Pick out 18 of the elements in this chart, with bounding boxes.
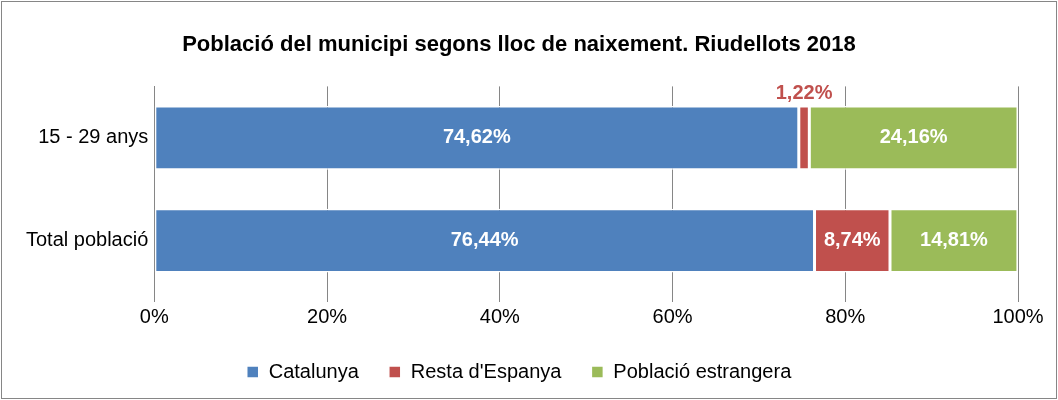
legend-label: Resta d'Espanya — [410, 359, 563, 382]
legend-label: Catalunya — [268, 359, 360, 382]
x-tick-label: 0% — [139, 304, 169, 327]
chart-title: Població del municipi segons lloc de naixement. Riudellots 2018 — [182, 31, 856, 57]
data-label: 8,74% — [823, 228, 881, 251]
x-tick-label: 60% — [652, 304, 693, 327]
x-tick-label: 40% — [479, 304, 521, 327]
x-tick-label: 80% — [825, 304, 866, 327]
y-tick-label: 15 - 29 anys — [38, 125, 149, 148]
data-label: 24,16% — [879, 125, 948, 148]
data-label: 76,44% — [450, 228, 519, 251]
x-tick-label: 20% — [307, 304, 348, 327]
data-label: 74,62% — [442, 125, 511, 148]
x-tick-label: 100% — [992, 304, 1044, 327]
data-label: 1,22% — [775, 81, 833, 104]
data-label: 14,81% — [920, 228, 989, 251]
y-tick-label: Total població — [25, 228, 149, 251]
legend-label: Població estrangera — [613, 359, 793, 382]
